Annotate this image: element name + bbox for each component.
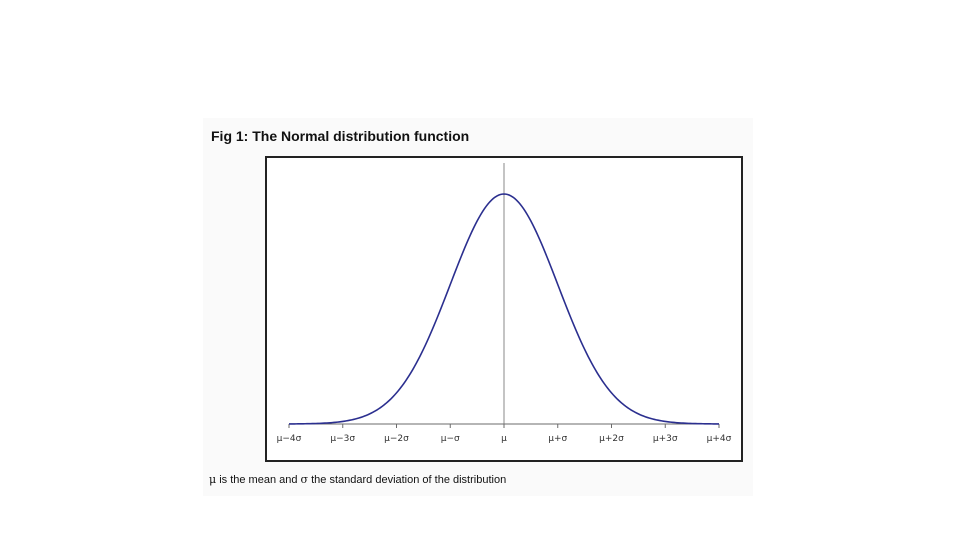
normal-distribution-chart: μ−4σ μ−3σ μ−2σ μ−σ μ μ+σ μ+2σ μ+3σ μ+4σ (277, 163, 732, 444)
x-tick-label: μ+4σ (707, 434, 732, 444)
x-tick-label: μ−4σ (277, 434, 302, 444)
chart-frame: μ−4σ μ−3σ μ−2σ μ−σ μ μ+σ μ+2σ μ+3σ μ+4σ (265, 156, 743, 462)
x-tick-label: μ−3σ (330, 434, 355, 444)
figure-caption: μ is the mean and σ the standard deviati… (209, 473, 506, 486)
x-tick-label: μ−2σ (384, 434, 409, 444)
normal-curve-line (288, 193, 720, 425)
x-tick-label: μ−σ (441, 434, 460, 444)
sigma-symbol: σ (300, 473, 309, 486)
x-tick-label: μ (501, 434, 507, 444)
x-tick-label: μ+σ (548, 434, 567, 444)
caption-text-2: the standard deviation of the distributi… (308, 474, 507, 486)
figure: Fig 1: The Normal distribution function … (203, 118, 753, 496)
x-tick-label: μ+3σ (653, 434, 678, 444)
x-tick-label: μ+2σ (599, 434, 624, 444)
caption-text-1: is the mean and (216, 474, 301, 486)
figure-title: Fig 1: The Normal distribution function (211, 128, 470, 144)
mu-symbol: μ (209, 473, 217, 486)
